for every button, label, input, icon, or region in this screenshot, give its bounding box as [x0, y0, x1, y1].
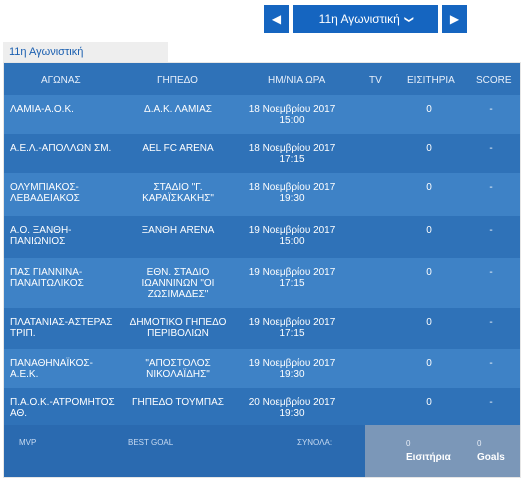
table-row: Α.Ε.Λ.-ΑΠΟΛΛΩΝ ΣΜ. AEL FC ARENA 18 Νοεμβ… [4, 134, 520, 173]
table-row: Π.Α.Ο.Κ.-ΑΤΡΟΜΗΤΟΣ ΑΘ. ΓΗΠΕΔΟ ΤΟΥΜΠΑΣ 20… [4, 388, 520, 425]
match-stadium: AEL FC ARENA [142, 143, 214, 154]
match-score: - [489, 143, 493, 154]
arrow-left-icon: ◀ [271, 12, 282, 26]
table-row: ΠΑΣ ΓΙΑΝΝΙΝΑ-ΠΑΝΑΙΤΩΛΙΚΟΣ ΕΘΝ. ΣΤΑΔΙΟ ΙΩ… [4, 258, 520, 308]
totals-label: ΣΥΝΟΛΑ: [297, 438, 333, 447]
match-teams: Α.Ε.Λ.-ΑΠΟΛΛΩΝ ΣΜ. [10, 143, 112, 154]
match-score: - [489, 267, 493, 278]
prev-round-button[interactable]: ◀ [264, 5, 289, 33]
match-datetime: 18 Νοεμβρίου 2017 19:30 [248, 182, 336, 204]
column-header-stadium: ΓΗΠΕΔΟ [157, 75, 198, 86]
match-stadium: ΓΗΠΕΔΟ ΤΟΥΜΠΑΣ [132, 397, 224, 408]
fixtures-table: ΑΓΩΝΑΣ ΓΗΠΕΔΟ ΗΜ/ΝΙΑ ΩΡΑ TV ΕΙΣΙΤΗΡΙΑ SC… [3, 62, 521, 478]
round-select[interactable]: 11η Αγωνιστική ❯ [293, 5, 438, 33]
match-stadium: ΣΤΑΔΙΟ "Γ. ΚΑΡΑΪΣΚΑΚΗΣ" [142, 182, 214, 204]
table-header: ΑΓΩΝΑΣ ΓΗΠΕΔΟ ΗΜ/ΝΙΑ ΩΡΑ TV ΕΙΣΙΤΗΡΙΑ SC… [4, 63, 520, 95]
match-teams: ΟΛΥΜΠΙΑΚΟΣ-ΛΕΒΑΔΕΙΑΚΟΣ [10, 182, 80, 204]
match-tickets: 0 [426, 182, 432, 193]
match-stadium: Δ.Α.Κ. ΛΑΜΙΑΣ [144, 104, 212, 115]
match-tickets: 0 [426, 317, 432, 328]
table-row: ΠΛΑΤΑΝΙΑΣ-ΑΣΤΕΡΑΣ ΤΡΙΠ. ΔΗΜΟΤΙΚΟ ΓΗΠΕΔΟ … [4, 308, 520, 349]
goals-total-label: Goals [477, 452, 505, 463]
match-datetime: 19 Νοεμβρίου 2017 19:30 [248, 358, 336, 380]
match-datetime: 19 Νοεμβρίου 2017 15:00 [248, 225, 336, 247]
match-score: - [489, 225, 493, 236]
match-score: - [489, 182, 493, 193]
match-teams: ΛΑΜΙΑ-Α.Ο.Κ. [10, 104, 74, 115]
table-row: ΛΑΜΙΑ-Α.Ο.Κ. Δ.Α.Κ. ΛΑΜΙΑΣ 18 Νοεμβρίου … [4, 95, 520, 134]
column-header-game: ΑΓΩΝΑΣ [41, 75, 81, 86]
match-datetime: 18 Νοεμβρίου 2017 17:15 [248, 143, 336, 165]
match-tickets: 0 [426, 225, 432, 236]
table-row: ΠΑΝΑΘΗΝΑΪΚΟΣ-Α.Ε.Κ. "ΑΠΟΣΤΟΛΟΣ ΝΙΚΟΛΑΪΔΗ… [4, 349, 520, 388]
match-score: - [489, 397, 493, 408]
chevron-down-icon: ❯ [404, 15, 415, 23]
round-tab[interactable]: 11η Αγωνιστική [3, 42, 168, 62]
match-score: - [489, 358, 493, 369]
match-tickets: 0 [426, 143, 432, 154]
match-tickets: 0 [426, 397, 432, 408]
match-datetime: 19 Νοεμβρίου 2017 17:15 [248, 317, 336, 339]
round-select-value: 11η Αγωνιστική [318, 12, 400, 26]
match-stadium: ΔΗΜΟΤΙΚΟ ΓΗΠΕΔΟ ΠΕΡΙΒΟΛΙΩΝ [129, 317, 227, 339]
match-datetime: 19 Νοεμβρίου 2017 17:15 [248, 267, 336, 289]
column-header-score: SCORE [476, 75, 512, 86]
best-goal-label: BEST GOAL [128, 438, 174, 447]
match-teams: ΠΛΑΤΑΝΙΑΣ-ΑΣΤΕΡΑΣ ΤΡΙΠ. [10, 317, 113, 339]
match-stadium: "ΑΠΟΣΤΟΛΟΣ ΝΙΚΟΛΑΪΔΗΣ" [145, 358, 211, 380]
match-stadium: ΕΘΝ. ΣΤΑΔΙΟ ΙΩΑΝΝΙΝΩΝ "ΟΙ ΖΩΣΙΜΑΔΕΣ" [141, 267, 215, 300]
arrow-right-icon: ▶ [449, 12, 460, 26]
next-round-button[interactable]: ▶ [442, 5, 467, 33]
table-row: ΟΛΥΜΠΙΑΚΟΣ-ΛΕΒΑΔΕΙΑΚΟΣ ΣΤΑΔΙΟ "Γ. ΚΑΡΑΪΣ… [4, 173, 520, 216]
match-score: - [489, 104, 493, 115]
match-tickets: 0 [426, 358, 432, 369]
match-teams: ΠΑΣ ΓΙΑΝΝΙΝΑ-ΠΑΝΑΙΤΩΛΙΚΟΣ [10, 267, 84, 289]
match-score: - [489, 317, 493, 328]
round-navigator: ◀ 11η Αγωνιστική ❯ ▶ [264, 5, 467, 33]
match-tickets: 0 [426, 267, 432, 278]
goals-total-value: 0 [477, 439, 482, 448]
tickets-total-label: Εισιτήρια [406, 452, 451, 463]
column-header-tickets: ΕΙΣΙΤΗΡΙΑ [407, 75, 455, 86]
mvp-label: MVP [19, 438, 37, 447]
match-teams: ΠΑΝΑΘΗΝΑΪΚΟΣ-Α.Ε.Κ. [10, 358, 93, 380]
match-datetime: 18 Νοεμβρίου 2017 15:00 [248, 104, 336, 126]
column-header-datetime: ΗΜ/ΝΙΑ ΩΡΑ [268, 75, 326, 86]
column-header-tv: TV [369, 75, 382, 86]
match-datetime: 20 Νοεμβρίου 2017 19:30 [248, 397, 336, 419]
match-stadium: ΞΑΝΘΗ ARENA [141, 225, 215, 236]
tickets-total-value: 0 [406, 439, 411, 448]
totals-box: 0 Εισιτήρια 0 Goals [365, 425, 520, 477]
table-row: Α.Ο. ΞΑΝΘΗ-ΠΑΝΙΩΝΙΟΣ ΞΑΝΘΗ ARENA 19 Νοεμ… [4, 216, 520, 258]
match-tickets: 0 [426, 104, 432, 115]
match-teams: Α.Ο. ΞΑΝΘΗ-ΠΑΝΙΩΝΙΟΣ [10, 225, 72, 247]
match-teams: Π.Α.Ο.Κ.-ΑΤΡΟΜΗΤΟΣ ΑΘ. [10, 397, 115, 419]
